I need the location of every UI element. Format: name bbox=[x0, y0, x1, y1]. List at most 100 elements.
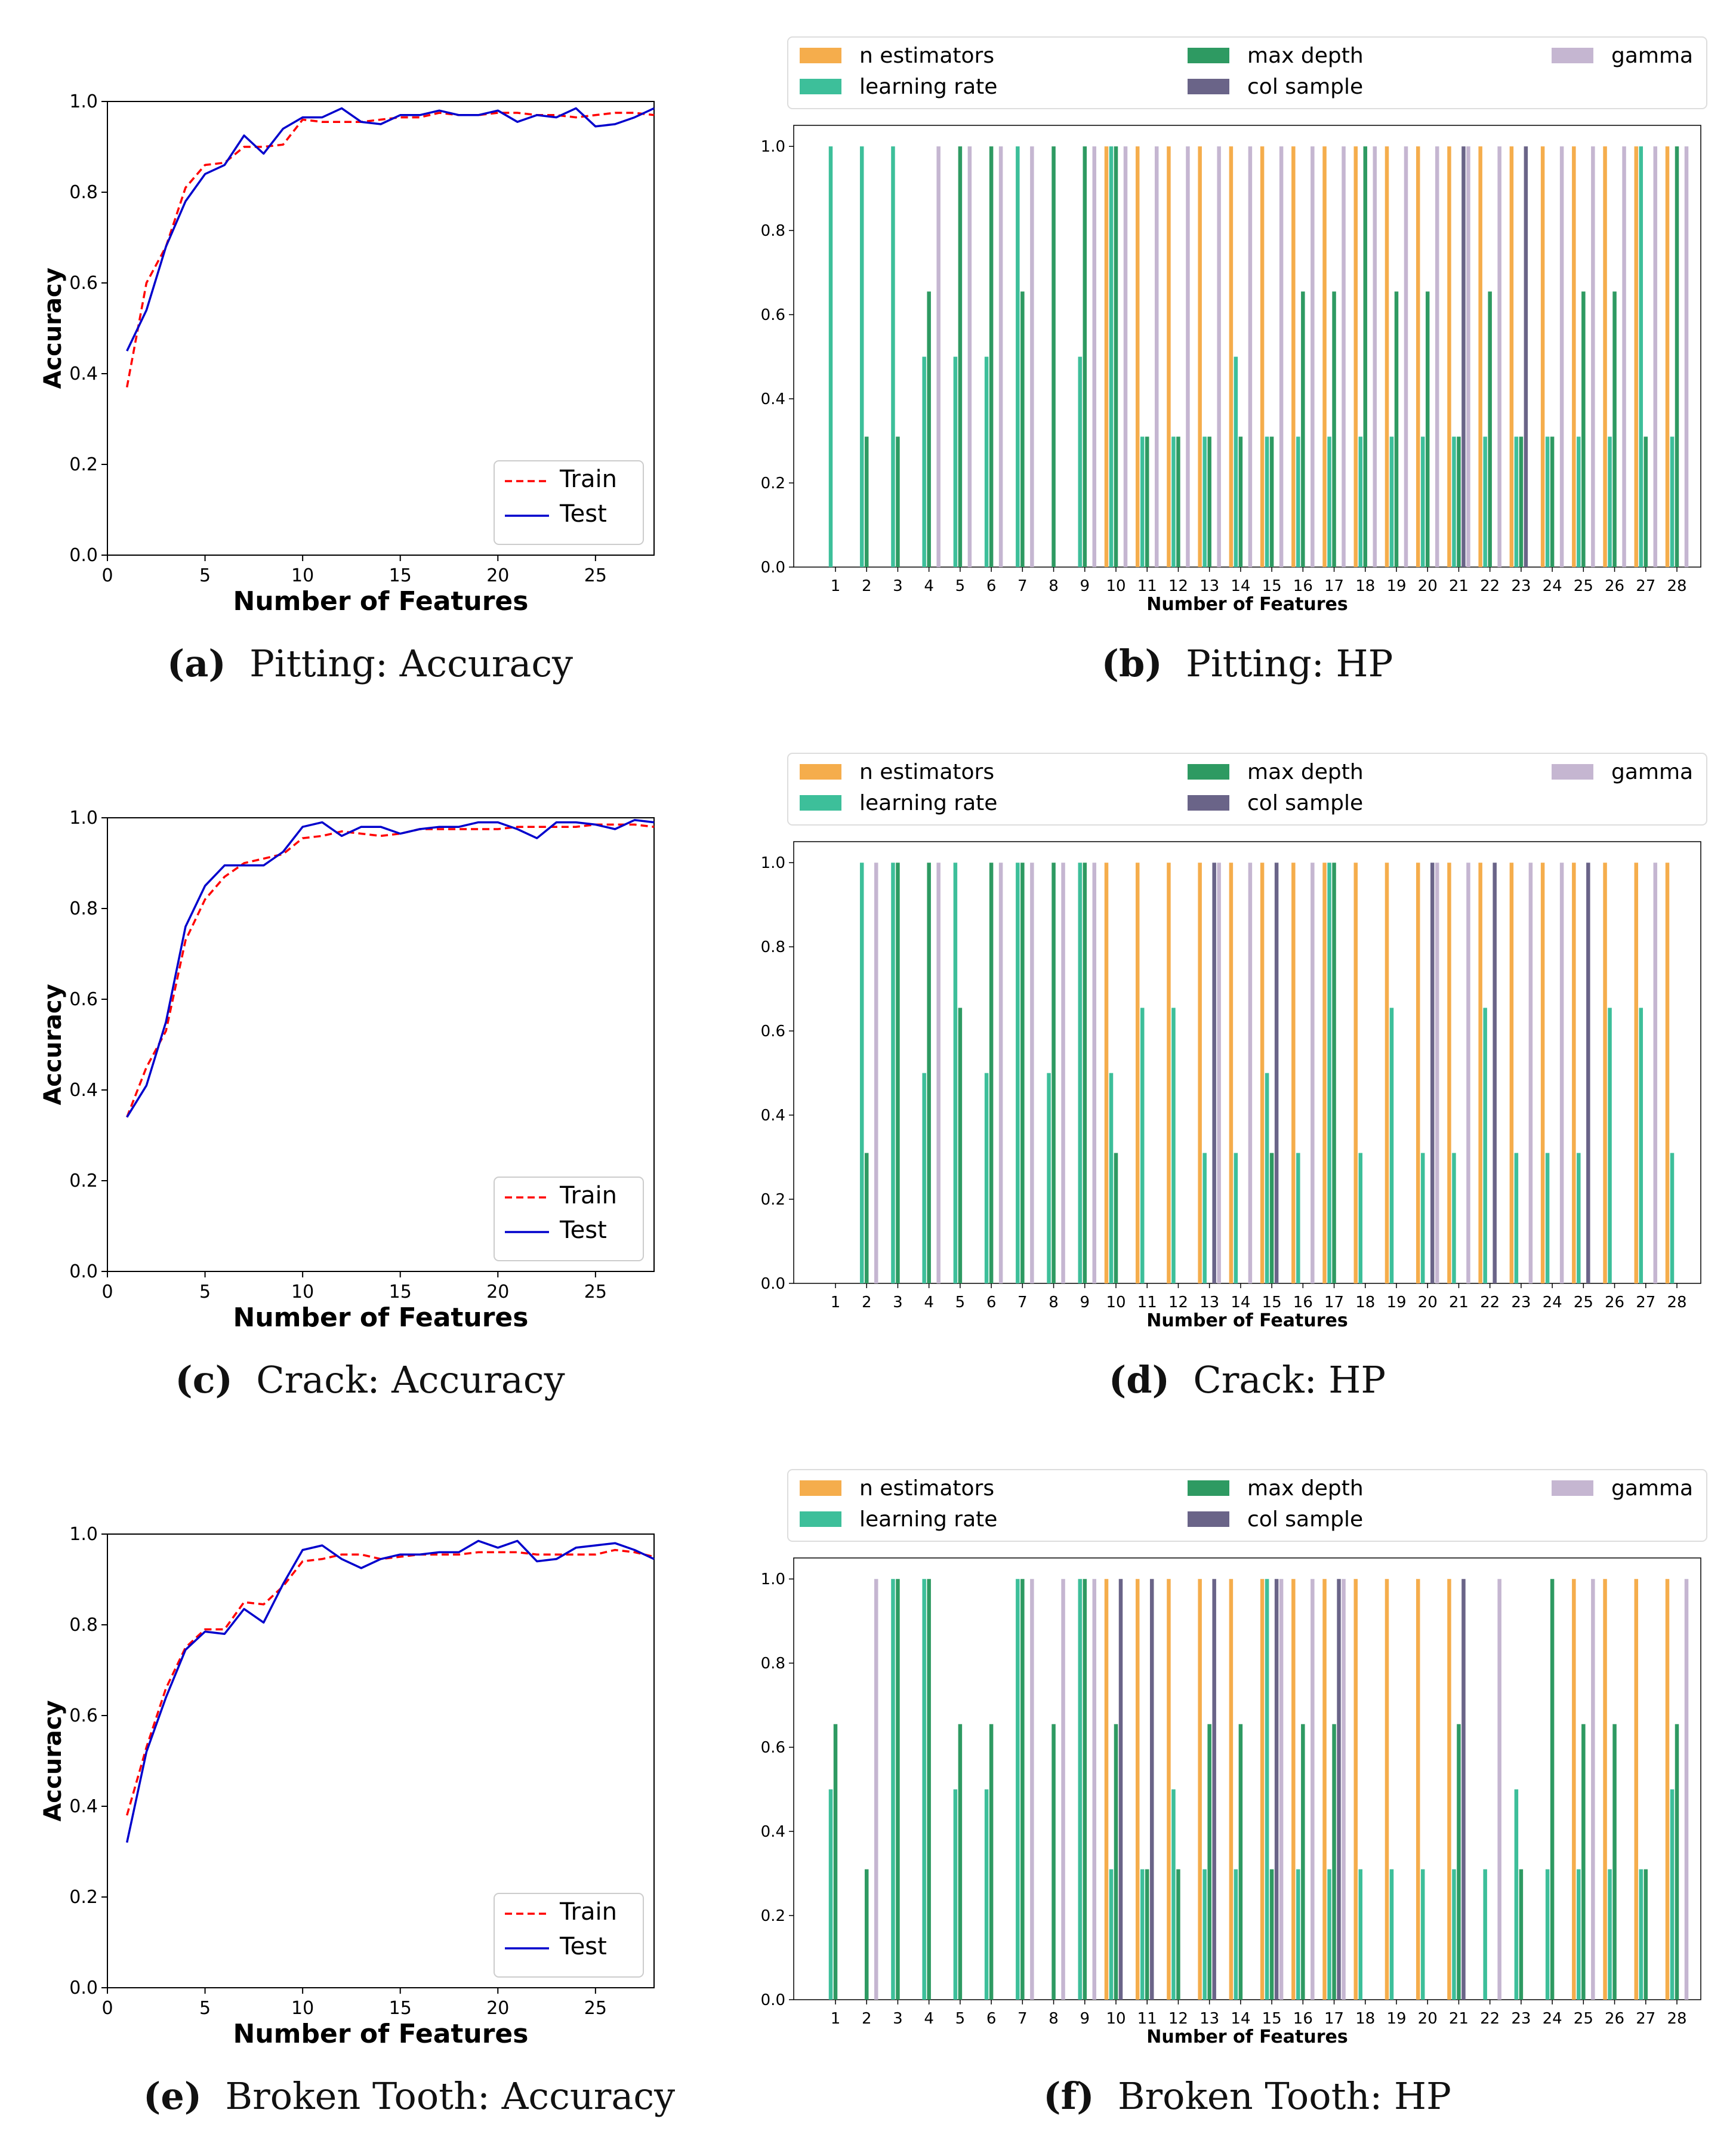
bar-learning-rate bbox=[1358, 1153, 1363, 1283]
bar-gamma bbox=[1186, 146, 1190, 567]
bar-gamma bbox=[1092, 863, 1097, 1283]
bar-learning-rate bbox=[1327, 1869, 1331, 2000]
x-tick-label: 22 bbox=[1480, 1294, 1500, 1311]
bar-learning-rate bbox=[1577, 1869, 1581, 2000]
y-axis-label: Accuracy bbox=[39, 1700, 67, 1821]
legend-test-label: Test bbox=[559, 500, 607, 528]
bar-gamma bbox=[1030, 1579, 1034, 2000]
x-tick-label: 13 bbox=[1200, 577, 1219, 595]
x-tick-label: 26 bbox=[1605, 577, 1624, 595]
x-tick-label: 25 bbox=[1574, 2010, 1593, 2028]
x-tick-label: 10 bbox=[291, 1998, 314, 2019]
bar-learning-rate bbox=[1202, 436, 1207, 567]
x-tick-label: 2 bbox=[862, 2010, 872, 2028]
bar-gamma bbox=[1311, 146, 1315, 567]
plot-frame bbox=[107, 817, 655, 1272]
bar-max-depth bbox=[1488, 291, 1492, 567]
x-tick-label: 20 bbox=[486, 1998, 509, 2019]
x-tick-label: 12 bbox=[1168, 577, 1188, 595]
x-tick-label: 8 bbox=[1049, 1294, 1059, 1311]
x-tick-label: 5 bbox=[955, 577, 966, 595]
x-tick-label: 9 bbox=[1080, 1294, 1090, 1311]
bar-gamma bbox=[1559, 863, 1564, 1283]
bar-learning-rate bbox=[1296, 1153, 1300, 1283]
x-tick-label: 1 bbox=[831, 2010, 841, 2028]
x-tick-label: 15 bbox=[389, 1282, 412, 1302]
bar-learning-rate bbox=[953, 356, 958, 567]
x-tick-label: 0 bbox=[101, 565, 113, 586]
bar-max-depth bbox=[927, 1579, 931, 2000]
bar-max-depth bbox=[1519, 1869, 1524, 2000]
bar-gamma bbox=[1217, 146, 1221, 567]
x-tick-label: 14 bbox=[1231, 577, 1250, 595]
bar-max-depth bbox=[1052, 146, 1056, 567]
bar-gamma bbox=[936, 146, 941, 567]
legend-learning-rate-label: learning rate bbox=[859, 791, 997, 815]
x-tick-label: 17 bbox=[1324, 2010, 1344, 2028]
bar-gamma bbox=[1092, 146, 1097, 567]
legend-max-depth-swatch bbox=[1188, 764, 1229, 780]
bar-n-estimators bbox=[1447, 863, 1451, 1283]
bar-n-estimators bbox=[1260, 146, 1265, 567]
y-tick-label: 1.0 bbox=[69, 91, 98, 112]
x-tick-label: 12 bbox=[1168, 1294, 1188, 1311]
bar-learning-rate bbox=[1420, 1869, 1425, 2000]
bar-n-estimators bbox=[1229, 1579, 1234, 2000]
bar-learning-rate bbox=[1608, 436, 1612, 567]
legend-gamma-swatch bbox=[1552, 764, 1593, 780]
bar-max-depth bbox=[1020, 863, 1025, 1283]
bar-gamma bbox=[1404, 146, 1408, 567]
bar-gamma bbox=[1342, 1579, 1346, 2000]
bar-gamma bbox=[1311, 1579, 1315, 2000]
bar-max-depth bbox=[1114, 146, 1118, 567]
legend-col-sample-label: col sample bbox=[1247, 75, 1363, 99]
x-tick-label: 23 bbox=[1511, 1294, 1531, 1311]
bar-learning-rate bbox=[1327, 436, 1331, 567]
x-tick-label: 15 bbox=[389, 565, 412, 586]
y-tick-label: 0.8 bbox=[69, 182, 98, 203]
x-tick-label: 5 bbox=[199, 1998, 211, 2019]
bar-n-estimators bbox=[1104, 863, 1109, 1283]
y-tick-label: 0.4 bbox=[761, 1823, 785, 1841]
bar-learning-rate bbox=[1608, 1008, 1612, 1283]
bar-learning-rate bbox=[1140, 1869, 1145, 2000]
bar-n-estimators bbox=[1385, 146, 1389, 567]
bar-gamma bbox=[1435, 863, 1439, 1283]
bar-max-depth bbox=[1457, 436, 1461, 567]
bar-n-estimators bbox=[1603, 863, 1607, 1283]
bar-max-depth bbox=[1269, 436, 1274, 567]
bar-n-estimators bbox=[1291, 1579, 1296, 2000]
y-tick-label: 0.6 bbox=[69, 273, 98, 294]
bar-col-sample bbox=[1461, 1579, 1466, 2000]
legend-train-label: Train bbox=[559, 466, 617, 493]
x-tick-label: 15 bbox=[389, 1998, 412, 2019]
x-tick-label: 4 bbox=[924, 2010, 934, 2028]
x-tick-label: 25 bbox=[584, 1998, 607, 2019]
x-tick-label: 9 bbox=[1080, 2010, 1090, 2028]
bar-gamma bbox=[967, 146, 972, 567]
legend-learning-rate-label: learning rate bbox=[859, 1507, 997, 1532]
bar-max-depth bbox=[1581, 291, 1586, 567]
legend-test-label: Test bbox=[559, 1217, 607, 1244]
bar-max-depth bbox=[1083, 1579, 1087, 2000]
y-tick-label: 0.0 bbox=[761, 559, 785, 577]
y-axis-label: Accuracy bbox=[39, 267, 67, 389]
bar-gamma bbox=[1622, 146, 1626, 567]
bar-learning-rate bbox=[1078, 356, 1083, 567]
bar-col-sample bbox=[1493, 863, 1497, 1283]
x-axis-label: Number of Features bbox=[1146, 2027, 1348, 2047]
legend-col-sample-swatch bbox=[1188, 79, 1229, 94]
legend-test-label: Test bbox=[559, 1933, 607, 1960]
bar-max-depth bbox=[864, 1153, 869, 1283]
bar-learning-rate bbox=[1389, 1008, 1394, 1283]
x-tick-label: 15 bbox=[1262, 2010, 1282, 2028]
x-tick-label: 5 bbox=[955, 1294, 966, 1311]
bar-n-estimators bbox=[1416, 146, 1420, 567]
bar-n-estimators bbox=[1478, 146, 1482, 567]
bar-gamma bbox=[1092, 1579, 1097, 2000]
bar-learning-rate bbox=[1452, 1869, 1456, 2000]
x-tick-label: 25 bbox=[584, 565, 607, 586]
bar-learning-rate bbox=[1670, 1153, 1675, 1283]
x-axis-label: Number of Features bbox=[1146, 594, 1348, 615]
bar-learning-rate bbox=[1483, 1008, 1487, 1283]
